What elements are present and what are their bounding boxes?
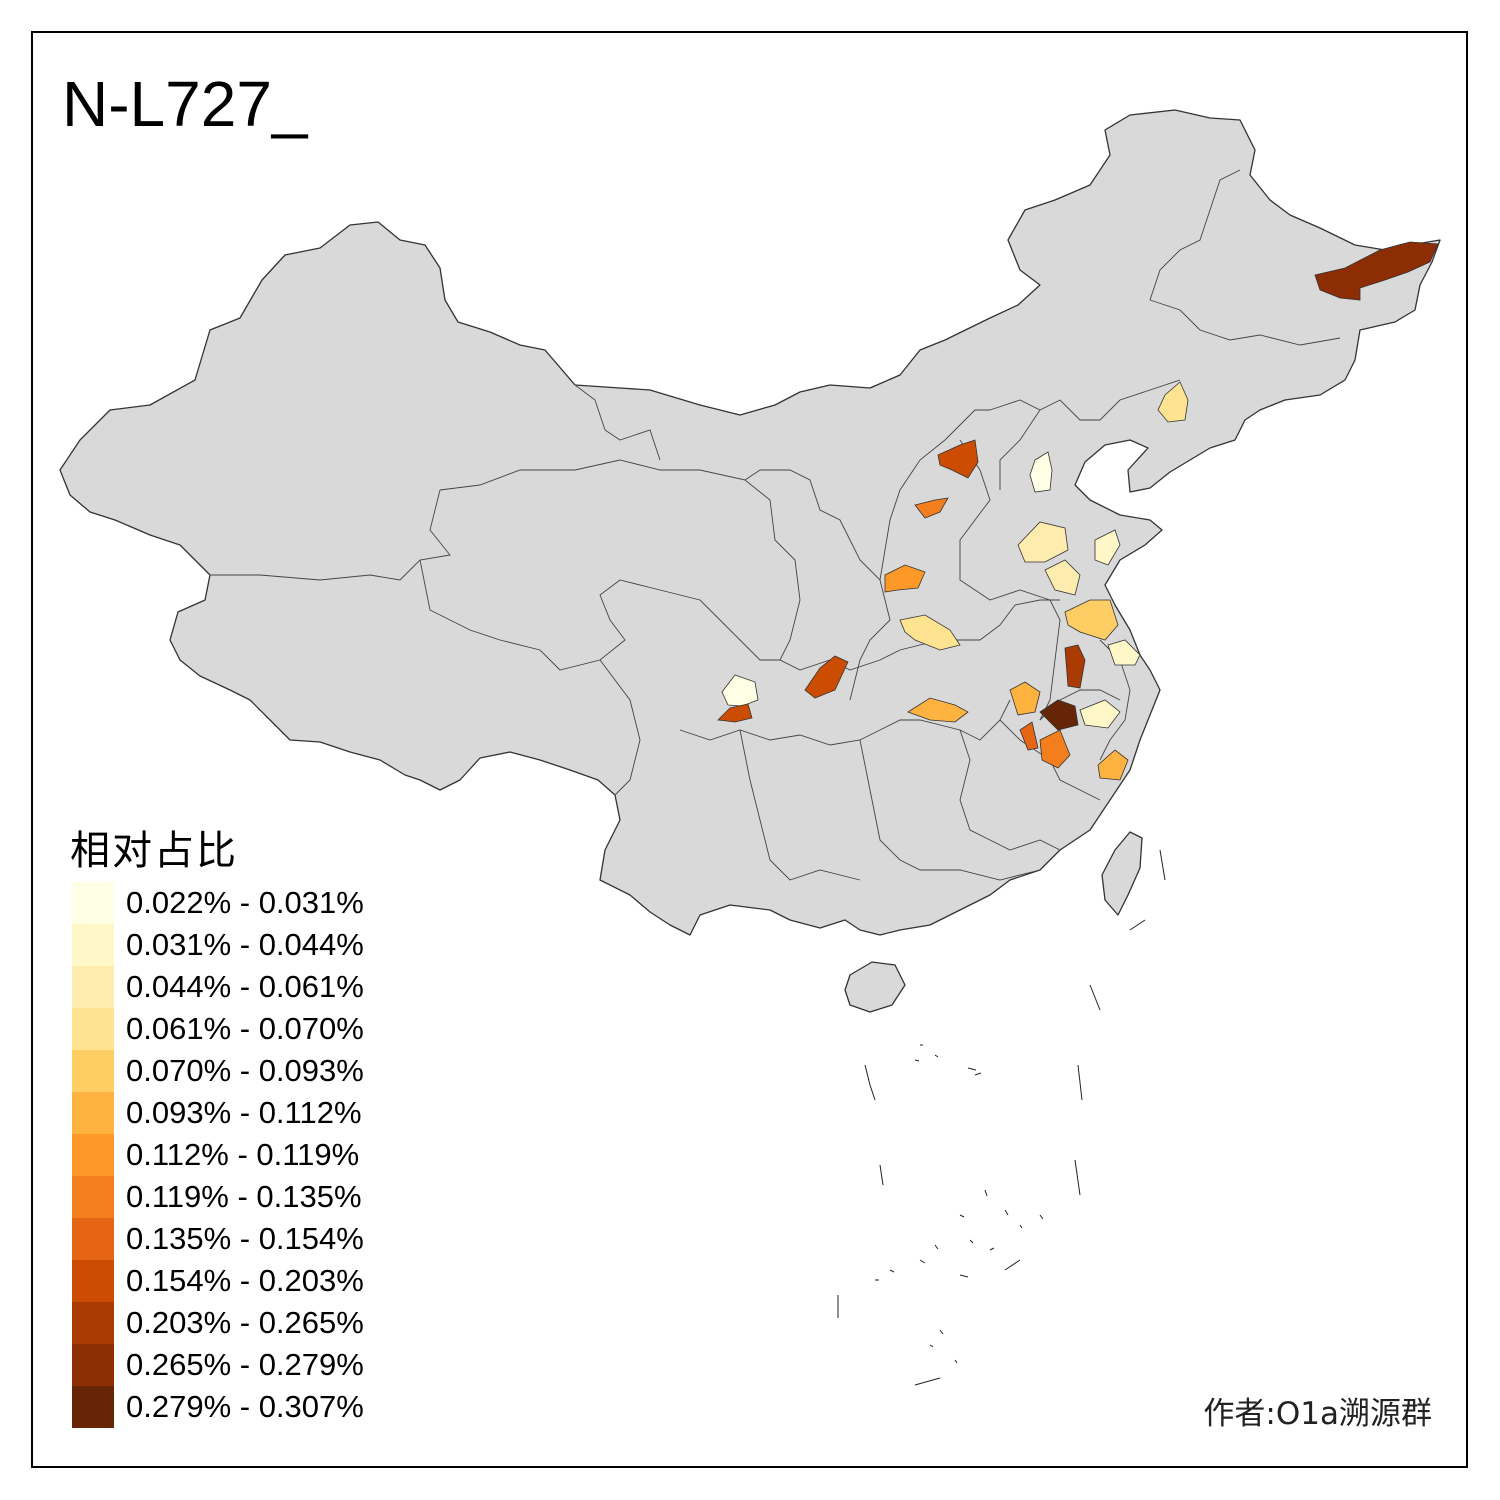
region-sichuan-yaan xyxy=(717,703,753,723)
region-inner-mongolia-hohhot xyxy=(937,439,979,479)
south-sea-islands xyxy=(837,849,1166,1386)
region-zhejiang-south xyxy=(1097,749,1129,781)
legend-label: 0.135% - 0.154% xyxy=(126,1221,364,1256)
region-jiangxi-north xyxy=(1039,729,1071,769)
legend-label: 0.112% - 0.119% xyxy=(126,1137,360,1172)
region-jiangxi-west xyxy=(1019,721,1039,751)
region-shandong-west xyxy=(1044,559,1081,596)
legend-swatch xyxy=(72,1176,114,1218)
map-title: N-L727_ xyxy=(62,68,308,140)
hainan-island xyxy=(844,961,906,1013)
province-borders xyxy=(210,169,1341,881)
region-anhui-north xyxy=(1064,644,1086,689)
legend-label: 0.093% - 0.112% xyxy=(126,1095,362,1130)
legend-swatch xyxy=(72,1344,114,1386)
region-shaanxi-hanzhong xyxy=(804,655,849,699)
legend-swatch xyxy=(72,1050,114,1092)
region-heilongjiang-east xyxy=(1314,241,1439,301)
region-hubei-central xyxy=(907,697,969,723)
legend-label: 0.031% - 0.044% xyxy=(126,927,364,962)
author-credit: 作者:O1a溯源群 xyxy=(1203,1396,1432,1432)
legend-swatch xyxy=(72,1260,114,1302)
region-shanxi-north xyxy=(914,497,949,519)
legend-label: 0.070% - 0.093% xyxy=(126,1053,364,1088)
taiwan-island xyxy=(1101,831,1143,916)
colored-regions xyxy=(717,241,1439,781)
legend-swatch xyxy=(72,1386,114,1428)
legend-swatch xyxy=(72,1092,114,1134)
region-jiangsu-south xyxy=(1107,639,1141,666)
legend-swatch xyxy=(72,1302,114,1344)
legend-title: 相对占比 xyxy=(70,828,238,874)
region-beijing xyxy=(1029,451,1053,493)
base-landmass xyxy=(59,109,1441,1013)
mainland-outline xyxy=(59,109,1441,936)
legend-label: 0.022% - 0.031% xyxy=(126,885,364,920)
region-sichuan-aba xyxy=(721,674,759,707)
region-shandong-east xyxy=(1094,529,1121,566)
region-hebei-south xyxy=(1017,521,1069,563)
legend-label: 0.061% - 0.070% xyxy=(126,1011,364,1046)
legend-label: 0.044% - 0.061% xyxy=(126,969,364,1004)
map-frame xyxy=(31,31,1468,1468)
region-henan-west xyxy=(899,614,961,651)
legend-label: 0.154% - 0.203% xyxy=(126,1263,364,1298)
legend-label: 0.265% - 0.279% xyxy=(126,1347,364,1382)
region-shanxi-south xyxy=(884,564,926,593)
legend-swatch xyxy=(72,882,114,924)
region-zhejiang-north xyxy=(1079,699,1121,729)
region-jiangsu-north xyxy=(1064,599,1119,641)
region-anhui-south xyxy=(1009,681,1041,716)
region-anhui-hefei xyxy=(1039,699,1079,731)
legend-swatch xyxy=(72,1218,114,1260)
region-jilin-central xyxy=(1157,381,1189,423)
legend-label: 0.279% - 0.307% xyxy=(126,1389,364,1424)
legend-swatch xyxy=(72,966,114,1008)
legend-swatch xyxy=(72,924,114,966)
legend-swatch xyxy=(72,1008,114,1050)
legend-swatch xyxy=(72,1134,114,1176)
legend-label: 0.119% - 0.135% xyxy=(126,1179,362,1214)
legend-label: 0.203% - 0.265% xyxy=(126,1305,364,1340)
